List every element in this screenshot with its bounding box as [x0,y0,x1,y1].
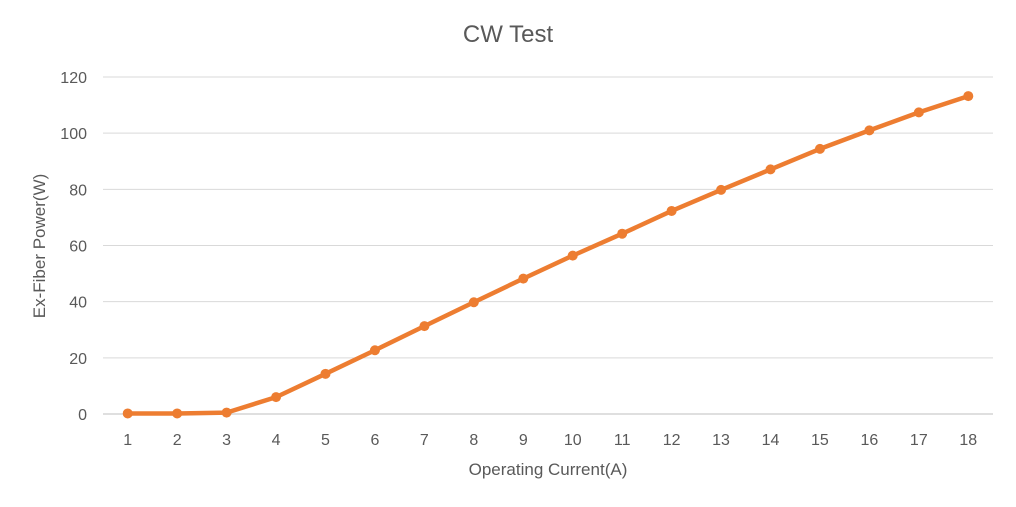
x-tick-label: 15 [811,432,829,449]
data-point [518,273,529,284]
x-tick-label: 1 [123,432,132,449]
series-group [122,91,974,419]
x-tick-label: 12 [663,432,681,449]
y-tick-label: 20 [69,351,87,368]
data-point [666,205,677,216]
x-axis-label: Operating Current(A) [469,460,628,479]
data-point [617,228,628,239]
x-axis-ticks: 1 2 3 4 5 6 7 8 9 10 11 12 13 14 15 16 17 18 [123,432,977,449]
x-tick-label: 6 [370,432,379,449]
data-point [567,250,578,261]
data-point [271,392,282,403]
y-tick-label: 120 [60,70,87,87]
x-tick-label: 7 [420,432,429,449]
series-line [125,93,971,416]
data-point [369,345,380,356]
data-point [172,408,183,419]
data-point [963,91,974,102]
x-tick-label: 8 [469,432,478,449]
y-axis-label: Ex-Fiber Power(W) [30,174,49,319]
y-tick-label: 100 [60,126,87,143]
data-point [765,164,776,175]
data-point [221,407,232,418]
gridlines [103,76,993,415]
x-tick-label: 4 [272,432,281,449]
data-point [320,368,331,379]
chart-title: CW Test [463,21,554,48]
data-point [814,143,825,154]
data-point [864,125,875,136]
y-tick-label: 40 [69,295,87,312]
x-tick-label: 11 [614,432,631,449]
x-tick-label: 13 [712,432,730,449]
x-tick-label: 9 [519,432,528,449]
x-tick-label: 14 [762,432,780,449]
x-tick-label: 17 [910,432,928,449]
x-tick-label: 16 [860,432,878,449]
x-tick-label: 2 [173,432,182,449]
x-tick-label: 18 [959,432,977,449]
y-axis-ticks: 0 20 40 60 80 100 120 [60,70,87,424]
x-tick-label: 10 [564,432,582,449]
data-point [913,107,924,118]
y-tick-label: 0 [78,407,87,424]
y-tick-label: 60 [69,239,87,256]
data-point [419,321,430,332]
data-point [468,297,479,308]
x-tick-label: 5 [321,432,330,449]
y-tick-label: 80 [69,182,87,199]
data-point [122,408,133,419]
data-point [716,184,727,195]
x-tick-label: 3 [222,432,231,449]
